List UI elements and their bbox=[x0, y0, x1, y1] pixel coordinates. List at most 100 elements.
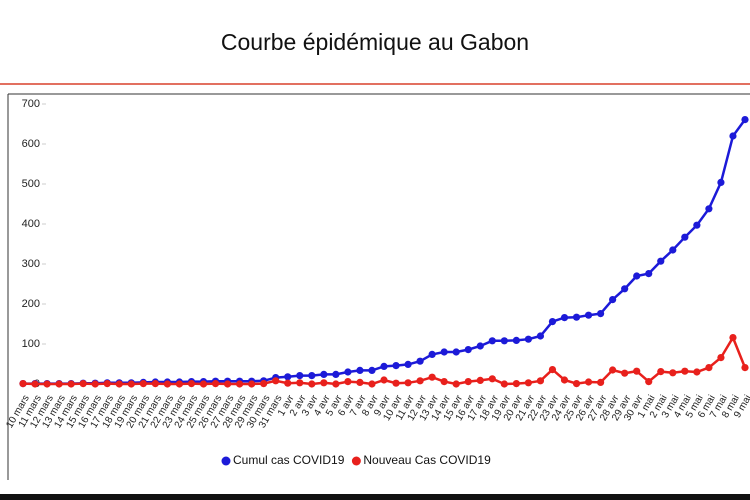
data-point bbox=[55, 380, 63, 388]
data-point bbox=[79, 380, 87, 388]
data-point bbox=[705, 205, 713, 213]
data-point bbox=[669, 369, 677, 377]
data-point bbox=[332, 380, 340, 388]
data-point bbox=[609, 296, 617, 304]
data-point bbox=[332, 370, 340, 378]
data-point bbox=[368, 366, 376, 374]
data-point bbox=[609, 366, 617, 374]
data-point bbox=[368, 380, 376, 388]
data-point bbox=[584, 311, 593, 319]
data-point bbox=[452, 348, 460, 356]
data-point bbox=[597, 310, 605, 318]
data-point bbox=[681, 233, 689, 241]
data-point bbox=[536, 377, 545, 385]
data-point bbox=[151, 380, 159, 388]
legend-label: Cumul cas COVID19 bbox=[233, 453, 345, 467]
y-tick-label: 200 bbox=[22, 298, 40, 310]
data-point bbox=[621, 369, 629, 377]
data-point bbox=[476, 342, 484, 350]
data-point bbox=[717, 354, 725, 362]
data-point bbox=[308, 380, 316, 388]
data-point bbox=[320, 370, 328, 378]
data-point bbox=[452, 380, 460, 388]
data-point bbox=[500, 380, 508, 388]
data-point bbox=[43, 380, 51, 388]
data-point bbox=[356, 366, 364, 374]
data-point bbox=[693, 221, 701, 229]
data-point bbox=[572, 380, 581, 388]
data-point bbox=[115, 380, 123, 388]
y-tick-label: 500 bbox=[22, 178, 40, 190]
data-point bbox=[248, 380, 256, 388]
data-point bbox=[296, 379, 304, 387]
data-point bbox=[560, 376, 569, 384]
data-point bbox=[597, 378, 605, 386]
data-point bbox=[705, 364, 713, 372]
y-tick-label: 300 bbox=[22, 258, 40, 270]
y-tick-label: 600 bbox=[22, 138, 40, 150]
data-point bbox=[103, 380, 111, 388]
data-point bbox=[199, 380, 208, 388]
legend-marker bbox=[221, 456, 231, 466]
data-point bbox=[404, 379, 412, 387]
data-point bbox=[633, 367, 641, 375]
data-point bbox=[488, 337, 496, 345]
data-point bbox=[127, 380, 135, 388]
data-point bbox=[500, 337, 508, 345]
data-point bbox=[380, 362, 388, 370]
data-point bbox=[139, 380, 147, 388]
data-point bbox=[645, 270, 653, 278]
data-point bbox=[31, 380, 39, 388]
data-point bbox=[621, 285, 629, 293]
data-point bbox=[645, 378, 653, 386]
y-tick-label: 100 bbox=[22, 338, 40, 350]
data-point bbox=[428, 350, 436, 358]
data-point bbox=[260, 380, 268, 388]
data-point bbox=[464, 378, 472, 386]
data-point bbox=[729, 132, 737, 140]
data-point bbox=[344, 368, 352, 376]
data-point bbox=[91, 380, 99, 388]
data-point bbox=[464, 346, 472, 354]
data-point bbox=[392, 362, 400, 370]
data-point bbox=[560, 314, 569, 322]
data-point bbox=[572, 313, 581, 321]
bottom-strip bbox=[0, 494, 750, 500]
data-point bbox=[633, 272, 641, 280]
data-point bbox=[416, 377, 424, 385]
data-point bbox=[440, 378, 448, 386]
data-point bbox=[512, 336, 520, 344]
y-tick-label: 700 bbox=[22, 98, 40, 110]
y-tick-label: 400 bbox=[22, 218, 40, 230]
data-point bbox=[19, 380, 27, 388]
data-point bbox=[236, 380, 244, 388]
data-point bbox=[693, 368, 701, 376]
legend-marker bbox=[351, 456, 361, 466]
data-point bbox=[67, 380, 75, 388]
data-point bbox=[741, 116, 749, 124]
data-point bbox=[284, 379, 292, 387]
data-point bbox=[512, 380, 520, 388]
data-point bbox=[356, 378, 364, 386]
data-point bbox=[524, 335, 533, 343]
data-point bbox=[476, 376, 484, 384]
data-point bbox=[163, 380, 171, 388]
data-point bbox=[187, 380, 196, 388]
data-point bbox=[681, 367, 689, 375]
data-point bbox=[344, 378, 352, 386]
chart-title: Courbe épidémique au Gabon bbox=[221, 29, 529, 55]
data-point bbox=[380, 376, 388, 384]
data-point bbox=[308, 372, 316, 380]
data-point bbox=[440, 348, 448, 356]
data-point bbox=[488, 375, 496, 383]
data-point bbox=[404, 360, 412, 368]
data-point bbox=[296, 372, 304, 380]
data-point bbox=[548, 366, 557, 374]
data-point bbox=[524, 379, 533, 387]
data-point bbox=[416, 357, 424, 365]
data-point bbox=[320, 379, 328, 387]
data-point bbox=[657, 368, 665, 376]
data-point bbox=[175, 380, 184, 388]
